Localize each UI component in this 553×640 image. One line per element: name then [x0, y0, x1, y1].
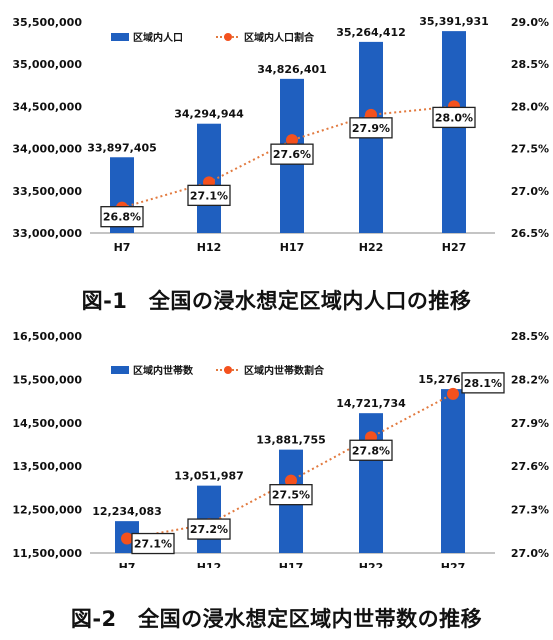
right-axis-tick-label: 28.2% — [511, 373, 549, 386]
chart-population: 33,000,000 33,500,000 34,000,000 34,500,000… — [12, 15, 549, 254]
left-axis-tick-label: 35,000,000 — [12, 58, 82, 71]
ratio-point — [285, 474, 297, 487]
right-axis-tick-label: 26.5% — [511, 227, 549, 240]
ratio-label: 27.1% — [190, 189, 228, 202]
bar-value-label: 34,294,944 — [174, 108, 244, 121]
ratio-label-box — [131, 532, 175, 555]
category-label: H17 — [280, 241, 305, 254]
category-label: H27 — [442, 241, 467, 254]
chart-households: 11,500,000 12,500,000 13,500,000 14,500,000… — [12, 330, 549, 574]
legend-bar-swatch — [111, 366, 129, 374]
right-axis-tick-label: 28.0% — [511, 100, 549, 113]
ratio-label-box — [187, 184, 231, 207]
bar-value-label: 34,826,401 — [257, 63, 327, 76]
right-axis-tick-label: 27.0% — [511, 547, 549, 560]
right-axis-tick-label: 27.0% — [511, 185, 549, 198]
left-axis-tick-label: 13,500,000 — [12, 460, 82, 473]
legend-line-marker — [224, 33, 232, 41]
category-label: H12 — [197, 561, 222, 568]
category-label: H22 — [359, 241, 384, 254]
left-axis-tick-label: 12,500,000 — [12, 504, 82, 517]
ratio-label: 27.1% — [134, 538, 172, 551]
ratio-label: 28.0% — [435, 111, 473, 124]
legend-bar-label: 区域内人口 — [133, 31, 183, 44]
bar — [441, 389, 465, 553]
category-label: H17 — [279, 561, 304, 568]
legend-bar-swatch — [111, 33, 129, 41]
figure-caption-2: 図-2 全国の浸水想定区域内世帯数の推移 — [70, 607, 483, 631]
category-label: H7 — [114, 241, 131, 254]
bar-value-label: 12,234,083 — [92, 505, 162, 518]
bar-value-label: 13,881,755 — [256, 434, 326, 447]
left-axis-tick-label: 11,500,000 — [12, 547, 82, 560]
chart-panel-households: 11,500,000 12,500,000 13,500,000 14,500,000… — [0, 322, 553, 574]
category-label: H27 — [441, 561, 466, 568]
category-label: H7 — [119, 561, 136, 568]
right-axis-tick-label: 28.5% — [511, 58, 549, 71]
bar — [442, 31, 466, 234]
ratio-line — [121, 105, 455, 209]
bar-value-label: 35,391,931 — [419, 15, 489, 28]
chart-panel-population: 33,000,000 33,500,000 34,000,000 34,500,000… — [0, 0, 553, 272]
ratio-label-box — [349, 439, 393, 461]
legend-bar-label: 区域内世帯数 — [133, 364, 194, 377]
ratio-label: 27.6% — [273, 148, 311, 161]
right-axis-tick-label: 27.5% — [511, 143, 549, 156]
ratio-point — [121, 532, 133, 545]
ratio-label: 28.1% — [464, 377, 502, 390]
left-axis-tick-label: 34,000,000 — [12, 143, 82, 156]
ratio-label-box — [269, 484, 313, 506]
legend-line-label: 区域内人口割合 — [244, 31, 315, 44]
ratio-label: 27.2% — [190, 523, 228, 536]
right-axis-tick-label: 28.5% — [511, 330, 549, 343]
left-axis-tick-label: 16,500,000 — [12, 330, 82, 343]
ratio-label: 26.8% — [103, 211, 141, 224]
ratio-label-box — [461, 372, 505, 394]
left-axis-tick-label: 34,500,000 — [12, 100, 82, 113]
ratio-label-box — [349, 117, 393, 139]
category-label: H12 — [197, 241, 222, 254]
bar-value-label: 14,721,734 — [336, 397, 406, 410]
figure-caption-1: 図-1 全国の浸水想定区域内人口の推移 — [81, 289, 472, 313]
bar-value-label: 35,264,412 — [336, 26, 406, 39]
category-label: H22 — [359, 561, 384, 568]
ratio-label: 27.9% — [352, 122, 390, 135]
right-axis-tick-label: 27.9% — [511, 417, 549, 430]
ratio-label-box — [100, 206, 144, 228]
left-axis-tick-label: 14,500,000 — [12, 417, 82, 430]
ratio-label-box — [432, 106, 476, 129]
ratio-point — [286, 134, 298, 147]
right-axis-tick-label: 27.6% — [511, 460, 549, 473]
bar-value-label: 33,897,405 — [87, 141, 157, 154]
left-axis-tick-label: 33,000,000 — [12, 227, 82, 240]
ratio-point — [447, 387, 459, 400]
left-axis-tick-label: 15,500,000 — [12, 373, 82, 386]
left-axis-tick-label: 33,500,000 — [12, 185, 82, 198]
ratio-label: 27.5% — [272, 489, 310, 502]
ratio-label-box — [187, 518, 231, 540]
right-axis-tick-label: 27.3% — [511, 504, 549, 517]
left-axis-tick-label: 35,500,000 — [12, 16, 82, 29]
legend-line-marker — [224, 366, 232, 374]
legend-line-label: 区域内世帯数割合 — [244, 364, 325, 377]
ratio-label: 27.8% — [352, 444, 390, 457]
ratio-label-box — [270, 143, 314, 165]
bar-value-label: 13,051,987 — [174, 470, 244, 483]
right-axis-tick-label: 29.0% — [511, 16, 549, 29]
